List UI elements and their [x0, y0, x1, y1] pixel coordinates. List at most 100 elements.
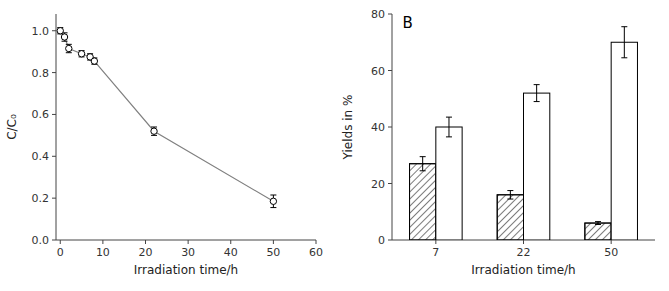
y-tick-label: 0 [378, 234, 385, 247]
data-point [91, 58, 97, 64]
x-axis-label: Irradiation time/h [471, 263, 575, 277]
x-axis: 0102030405060Irradiation time/h [56, 240, 323, 277]
x-tick-label: 30 [181, 246, 195, 259]
y-tick-label: 0.0 [32, 234, 50, 247]
x-tick-label: 20 [139, 246, 153, 259]
x-tick-label: 10 [96, 246, 110, 259]
error-bar [446, 117, 452, 137]
y-tick-label: 0.8 [32, 67, 50, 80]
bar [611, 42, 637, 240]
data-line [60, 31, 273, 202]
error-bar-cap [66, 52, 72, 53]
y-tick-label: 40 [371, 121, 385, 134]
x-axis: 7 22 50 Irradiation time/h [392, 240, 655, 277]
x-tick [188, 240, 189, 244]
x-tick-label: 60 [309, 246, 323, 259]
error-bar-cap [446, 136, 452, 137]
y-tick [388, 70, 392, 71]
plot-area [410, 27, 638, 240]
data-point [78, 51, 84, 57]
error-bar-cap [420, 156, 426, 157]
y-axis-line [56, 14, 57, 240]
error-bar-cap [507, 199, 513, 200]
y-axis-label: C/C₀ [5, 114, 19, 140]
page: {"chart_data": [ {"type": "line", "x": [… [0, 0, 669, 291]
y-tick-label: 0.2 [32, 192, 50, 205]
error-bar-stem [448, 117, 449, 137]
error-bar-cap [66, 44, 72, 45]
y-tick [52, 72, 56, 73]
error-bar-cap [62, 41, 68, 42]
error-bar-stem [422, 157, 423, 171]
error-bar [507, 191, 513, 199]
data-point [57, 28, 63, 34]
bar [585, 223, 611, 240]
y-tick [52, 198, 56, 199]
x-axis-line [56, 240, 316, 241]
plot-area [57, 28, 277, 208]
x-tick [230, 240, 231, 244]
y-tick [388, 183, 392, 184]
error-bar-cap [595, 224, 601, 225]
x-axis-label: Irradiation time/h [134, 263, 238, 277]
error-bar-cap [621, 26, 627, 27]
y-tick [388, 127, 392, 128]
error-bar-cap [270, 207, 276, 208]
error-bar [151, 127, 157, 135]
x-tick [102, 240, 103, 244]
y-tick-label: 20 [371, 178, 385, 191]
x-tick-label: 50 [266, 246, 280, 259]
error-bar-cap [534, 84, 540, 85]
y-tick-label: 0.6 [32, 108, 50, 121]
error-bar [420, 157, 426, 171]
error-bar-stem [624, 27, 625, 58]
x-tick-label: 22 [517, 246, 531, 259]
chart: 0.00.20.40.60.81.0C/C₀0102030405060Irrad… [0, 0, 669, 291]
x-tick-label: 40 [224, 246, 238, 259]
error-bar [91, 58, 97, 64]
x-tick [435, 240, 436, 244]
bar [497, 195, 523, 240]
x-tick-label: 50 [604, 246, 618, 259]
bar [410, 164, 436, 240]
bar-hatch [497, 195, 523, 240]
error-bar-cap [151, 127, 157, 128]
error-bar-stem [510, 191, 511, 199]
error-bar-cap [621, 57, 627, 58]
x-tick [145, 240, 146, 244]
error-bar [595, 222, 601, 225]
data-point [151, 128, 157, 134]
x-tick [60, 240, 61, 244]
bar [524, 93, 550, 240]
y-tick [52, 30, 56, 31]
y-tick-label: 60 [371, 65, 385, 78]
data-point [66, 45, 72, 51]
y-axis: 0.00.20.40.60.81.0C/C₀ [5, 14, 56, 247]
y-tick [388, 14, 392, 15]
x-tick-label: 7 [432, 246, 439, 259]
error-bar [66, 44, 72, 52]
panel-label: B [403, 14, 413, 32]
error-bar [621, 27, 627, 58]
x-tick [611, 240, 612, 244]
error-bar-cap [534, 101, 540, 102]
error-bar-cap [507, 190, 513, 191]
y-tick-label: 0.4 [32, 150, 50, 163]
y-tick [388, 240, 392, 241]
error-bar-cap [270, 195, 276, 196]
x-tick [273, 240, 274, 244]
x-tick [523, 240, 524, 244]
y-axis-label: Yields in % [341, 95, 355, 161]
data-point [270, 198, 276, 204]
error-bar [534, 85, 540, 102]
y-tick [52, 156, 56, 157]
error-bar-stem [536, 85, 537, 102]
y-axis: 0 20 40 60 80 Yields in % [341, 8, 392, 247]
bar-hatch [585, 223, 611, 240]
y-tick-label: 80 [371, 8, 385, 21]
error-bar [270, 195, 276, 208]
y-tick [52, 114, 56, 115]
data-point [61, 34, 67, 40]
error-bar [62, 33, 68, 41]
bar [436, 127, 462, 240]
